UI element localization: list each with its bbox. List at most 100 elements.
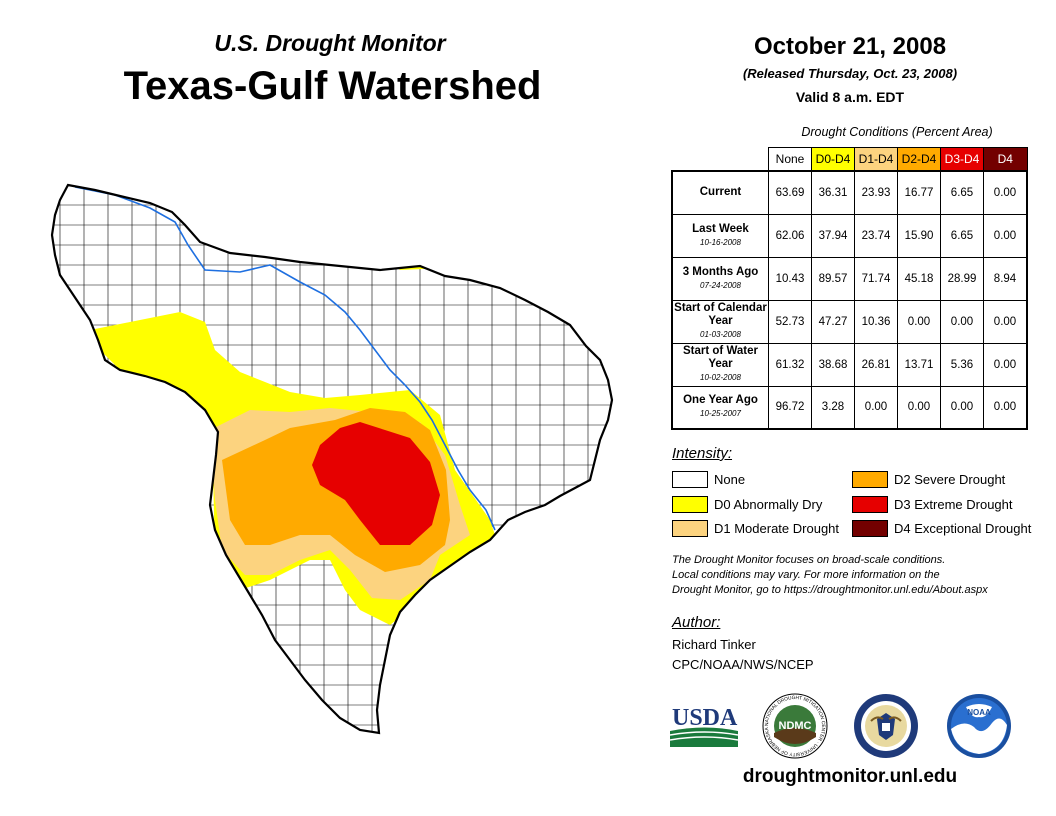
watershed-map: [50, 183, 614, 735]
table-cell: 61.32: [768, 342, 812, 387]
release-date: (Released Thursday, Oct. 23, 2008): [742, 66, 958, 81]
valid-time: Valid 8 a.m. EDT: [795, 89, 905, 105]
table-cell: 96.72: [768, 385, 812, 430]
note-line: Drought Monitor, go to https://droughtmo…: [672, 584, 988, 596]
table-cell: 8.94: [983, 256, 1028, 301]
legend-item-d3: D3 Extreme Drought: [852, 496, 1013, 513]
row-label: Current: [671, 170, 769, 215]
row-date: 10-16-2008: [700, 237, 741, 247]
table-cell: 0.00: [854, 385, 898, 430]
monitor-subtitle: U.S. Drought Monitor: [214, 30, 446, 56]
legend-swatch: [852, 520, 888, 537]
row-title: 3 Months Ago: [682, 265, 759, 278]
legend-swatch: [852, 496, 888, 513]
table-cell: 15.90: [897, 213, 941, 258]
table-cell: 37.94: [811, 213, 855, 258]
row-label: Last Week 10-16-2008: [671, 213, 769, 258]
legend-swatch: [672, 496, 708, 513]
table-cell: 0.00: [983, 213, 1028, 258]
table-cell: 47.27: [811, 299, 855, 344]
table-cell: 38.68: [811, 342, 855, 387]
legend-label: D4 Exceptional Drought: [894, 521, 1032, 536]
table-cell: 26.81: [854, 342, 898, 387]
row-date: 10-25-2007: [700, 409, 741, 419]
noaa-logo: NOAA: [947, 694, 1011, 758]
row-label: Start of Calendar Year 01-03-2008: [671, 299, 769, 344]
author-org: CPC/NOAA/NWS/NCEP: [672, 657, 814, 672]
table-cell: 16.77: [897, 170, 941, 215]
table-cell: 0.00: [897, 299, 941, 344]
ndmc-text: NDMC: [779, 720, 812, 732]
row-title: Start of Calendar Year: [674, 302, 767, 327]
row-label: 3 Months Ago 07-24-2008: [671, 256, 769, 301]
drought-conditions-table: None D0-D4 D1-D4 D2-D4 D3-D4 D4 Current …: [671, 147, 1028, 430]
table-cell: 6.65: [940, 170, 984, 215]
table-cell: 0.00: [983, 299, 1028, 344]
table-cell: 0.00: [940, 385, 984, 430]
legend-item-d1: D1 Moderate Drought: [672, 520, 839, 537]
usda-logo: USDA: [670, 705, 739, 747]
table-row: Start of Water Year 10-02-2008 61.32 38.6…: [671, 342, 1028, 387]
table-cell: 23.74: [854, 213, 898, 258]
row-title: Start of Water Year: [683, 345, 758, 370]
legend-label: D3 Extreme Drought: [894, 497, 1013, 512]
coastline: [50, 183, 614, 735]
legend-swatch: [852, 471, 888, 488]
column-header-d3-d4: D3-D4: [940, 147, 984, 172]
legend-item-none: None: [672, 471, 745, 488]
river-lines: [74, 186, 496, 531]
table-row: Last Week 10-16-2008 62.06 37.94 23.74 15…: [671, 213, 1028, 258]
legend-label: D1 Moderate Drought: [714, 521, 840, 536]
table-cell: 89.57: [811, 256, 855, 301]
table-cell: 0.00: [897, 385, 941, 430]
column-header-d1-d4: D1-D4: [854, 147, 898, 172]
table-cell: 6.65: [940, 213, 984, 258]
row-title: Current: [699, 186, 742, 199]
row-title: One Year Ago: [683, 394, 758, 407]
column-header-d2-d4: D2-D4: [897, 147, 941, 172]
row-date: 10-02-2008: [700, 373, 741, 382]
table-cell: 36.31: [811, 170, 855, 215]
legend-item-d4: D4 Exceptional Drought: [852, 520, 1031, 537]
row-label: Start of Water Year 10-02-2008: [671, 342, 769, 387]
table-cell: 10.36: [854, 299, 898, 344]
table-cell: 0.00: [983, 385, 1028, 430]
table-cell: 0.00: [983, 342, 1028, 387]
map-date: October 21, 2008: [753, 33, 947, 60]
ndmc-logo: NATIONAL DROUGHT MITIGATION CENTER · UNI…: [762, 693, 828, 759]
author-label: Author:: [672, 614, 721, 631]
table-cell: 45.18: [897, 256, 941, 301]
legend-title: Intensity:: [672, 445, 733, 462]
legend-label: D2 Severe Drought: [894, 472, 1006, 487]
website-link[interactable]: droughtmonitor.unl.edu: [742, 766, 958, 787]
table-row: 3 Months Ago 07-24-2008 10.43 89.57 71.74…: [671, 256, 1028, 301]
table-corner: [672, 148, 769, 172]
table-cell: 10.43: [768, 256, 812, 301]
table-cell: 0.00: [940, 299, 984, 344]
table-caption: Drought Conditions (Percent Area): [801, 125, 993, 139]
table-cell: 52.73: [768, 299, 812, 344]
table-cell: 28.99: [940, 256, 984, 301]
legend-item-d2: D2 Severe Drought: [852, 471, 1005, 488]
department-of-commerce-seal: [854, 694, 918, 758]
author-name: Richard Tinker: [672, 637, 756, 652]
table-cell: 3.28: [811, 385, 855, 430]
row-title: Last Week: [692, 222, 749, 235]
legend-label: D0 Abnormally Dry: [714, 497, 823, 512]
row-date: 07-24-2008: [700, 280, 741, 290]
legend-swatch: [672, 520, 708, 537]
table-row: One Year Ago 10-25-2007 96.72 3.28 0.00 0…: [671, 385, 1028, 430]
table-cell: 5.36: [940, 342, 984, 387]
note-line: Local conditions may vary. For more info…: [672, 569, 940, 581]
column-header-none: None: [768, 147, 812, 172]
table-cell: 63.69: [768, 170, 812, 215]
note-line: The Drought Monitor focuses on broad-sca…: [672, 554, 946, 566]
legend-swatch: [672, 471, 708, 488]
drought-d3-areas: [312, 422, 440, 545]
table-row: Start of Calendar Year 01-03-2008 52.73 4…: [671, 299, 1028, 344]
disclaimer-note: The Drought Monitor focuses on broad-sca…: [672, 553, 1042, 598]
table-cell: 71.74: [854, 256, 898, 301]
table-row: Current 63.69 36.31 23.93 16.77 6.65 0.0…: [671, 170, 1028, 215]
table-cell: 13.71: [897, 342, 941, 387]
table-cell: 23.93: [854, 170, 898, 215]
